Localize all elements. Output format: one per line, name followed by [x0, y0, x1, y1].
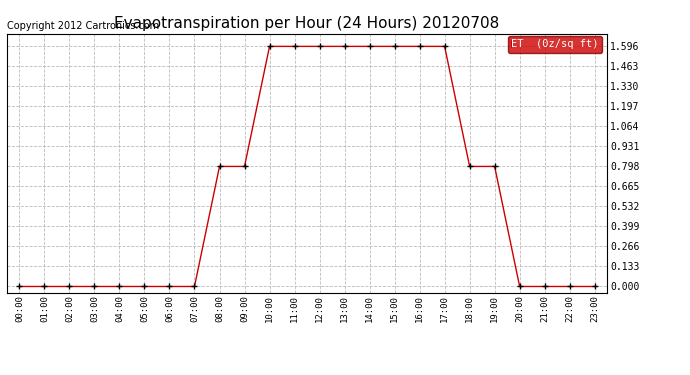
Legend: ET  (0z/sq ft): ET (0z/sq ft)	[509, 36, 602, 52]
Title: Evapotranspiration per Hour (24 Hours) 20120708: Evapotranspiration per Hour (24 Hours) 2…	[115, 16, 500, 31]
Text: Copyright 2012 Cartronics.com: Copyright 2012 Cartronics.com	[7, 21, 159, 31]
